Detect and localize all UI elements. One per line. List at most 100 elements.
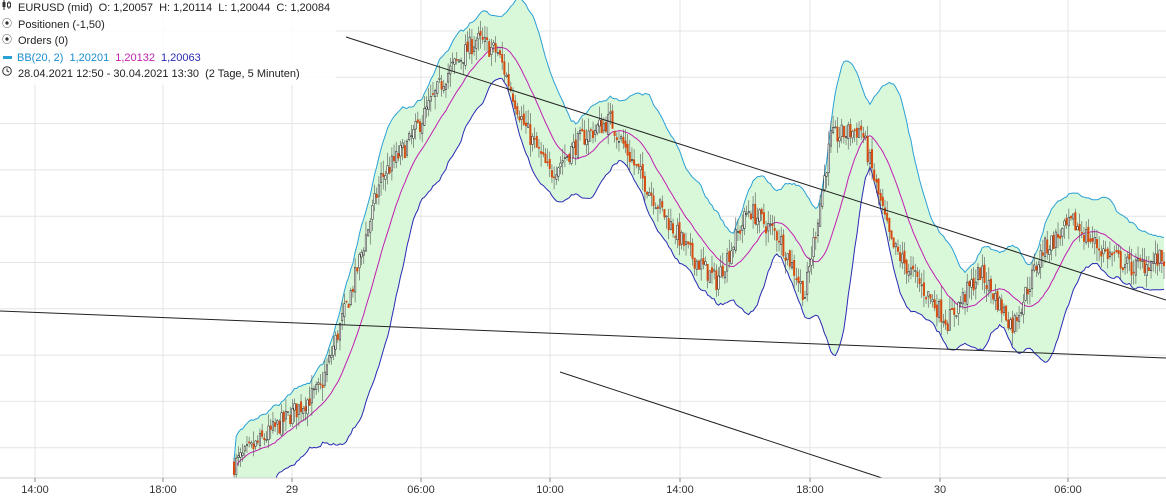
candle-body xyxy=(1054,231,1057,248)
candle-body xyxy=(509,86,512,92)
candle-body xyxy=(527,122,530,128)
candle-body xyxy=(983,264,986,283)
candle-body xyxy=(1119,251,1122,269)
candle-body xyxy=(494,43,497,53)
candle-body xyxy=(364,234,367,252)
candle-body xyxy=(602,122,605,132)
candle-body xyxy=(747,211,750,213)
candle-body xyxy=(310,388,313,404)
candle-body xyxy=(732,246,735,250)
candle-body xyxy=(254,440,257,447)
candle-body xyxy=(315,384,318,390)
candle-body xyxy=(912,265,915,270)
candle-body xyxy=(375,193,378,198)
trend-line[interactable] xyxy=(345,36,1166,301)
trend-line[interactable] xyxy=(0,310,1166,359)
candle-body xyxy=(343,303,346,317)
candle-body xyxy=(414,121,417,130)
candle-body xyxy=(633,159,636,166)
candle-body xyxy=(522,113,525,125)
trend-lines[interactable] xyxy=(0,36,1166,479)
candle-body xyxy=(232,461,236,475)
candle-body xyxy=(1041,252,1044,256)
candle-body xyxy=(423,108,426,126)
candle-body xyxy=(788,250,791,267)
candle-body xyxy=(600,119,603,134)
candle-body xyxy=(775,231,778,241)
candle-body xyxy=(879,192,882,201)
candle-body xyxy=(1150,261,1153,271)
candle-body xyxy=(1067,216,1070,227)
trend-line[interactable] xyxy=(559,371,883,479)
candle-body xyxy=(728,251,731,262)
candle-body xyxy=(284,410,287,420)
candle-body xyxy=(440,81,443,90)
candle-body xyxy=(974,281,977,289)
candle-body xyxy=(758,209,761,222)
candle-body xyxy=(892,237,895,248)
candle-body xyxy=(866,136,869,163)
candle-body xyxy=(661,201,664,208)
candle-body xyxy=(979,267,982,281)
candle-body xyxy=(349,290,352,305)
candle-body xyxy=(1091,238,1094,242)
candle-body xyxy=(1115,250,1118,252)
candle-body xyxy=(628,151,631,163)
target-icon: ⦿ xyxy=(2,35,12,46)
candle-body xyxy=(598,119,601,127)
candle-body xyxy=(258,433,261,446)
candle-body xyxy=(946,323,949,332)
bollinger-lower-band xyxy=(233,77,1165,498)
candle-body xyxy=(643,176,646,192)
candle-body xyxy=(263,437,266,441)
candle-body xyxy=(778,240,781,243)
candle-body xyxy=(436,81,439,94)
candle-body xyxy=(479,30,482,36)
candle-body xyxy=(849,124,852,138)
candle-body xyxy=(771,223,774,227)
candle-body xyxy=(905,259,908,274)
candle-body xyxy=(295,403,298,418)
candle-body xyxy=(553,176,556,179)
candle-body xyxy=(293,403,296,411)
candle-body xyxy=(713,269,716,272)
candle-body xyxy=(457,59,460,63)
candle-body xyxy=(429,96,432,102)
candle-body xyxy=(765,226,768,234)
candle-body xyxy=(875,179,878,183)
legend-row-bollinger[interactable]: BB(20, 2) 1,20201 1,20132 1,20063 xyxy=(0,50,330,67)
candle-body xyxy=(829,130,832,147)
bb-lower-value: 1,20063 xyxy=(161,51,201,64)
legend-row-orders[interactable]: ⦿ Orders (0) xyxy=(0,33,330,50)
candle-body xyxy=(245,444,248,446)
candle-body xyxy=(959,302,962,304)
candle-body xyxy=(1009,319,1012,329)
candle-body xyxy=(1156,253,1159,266)
candle-body xyxy=(693,257,696,269)
candle-body xyxy=(243,446,246,452)
candle-body xyxy=(1002,306,1005,313)
candle-body xyxy=(278,420,281,434)
bollinger-middle-band xyxy=(233,46,1165,475)
candle-body xyxy=(836,126,839,142)
candle-body xyxy=(665,215,668,218)
candle-body xyxy=(442,86,445,91)
candle-body xyxy=(1093,237,1096,244)
candle-body xyxy=(555,174,558,180)
legend-row-positions[interactable]: ⦿ Positionen (-1,50) xyxy=(0,17,330,34)
candle-body xyxy=(723,271,726,279)
candle-body xyxy=(334,335,337,350)
candle-body xyxy=(739,230,742,234)
candle-body xyxy=(1147,267,1150,271)
candle-body xyxy=(719,266,722,278)
candle-body xyxy=(444,83,447,90)
candle-body xyxy=(620,136,623,140)
candle-body xyxy=(455,59,458,61)
candle-body xyxy=(762,212,765,225)
candle-body xyxy=(477,32,480,40)
candle-body xyxy=(637,163,640,167)
candle-body xyxy=(505,74,508,77)
candle-body xyxy=(576,133,579,158)
candle-body xyxy=(302,408,305,414)
